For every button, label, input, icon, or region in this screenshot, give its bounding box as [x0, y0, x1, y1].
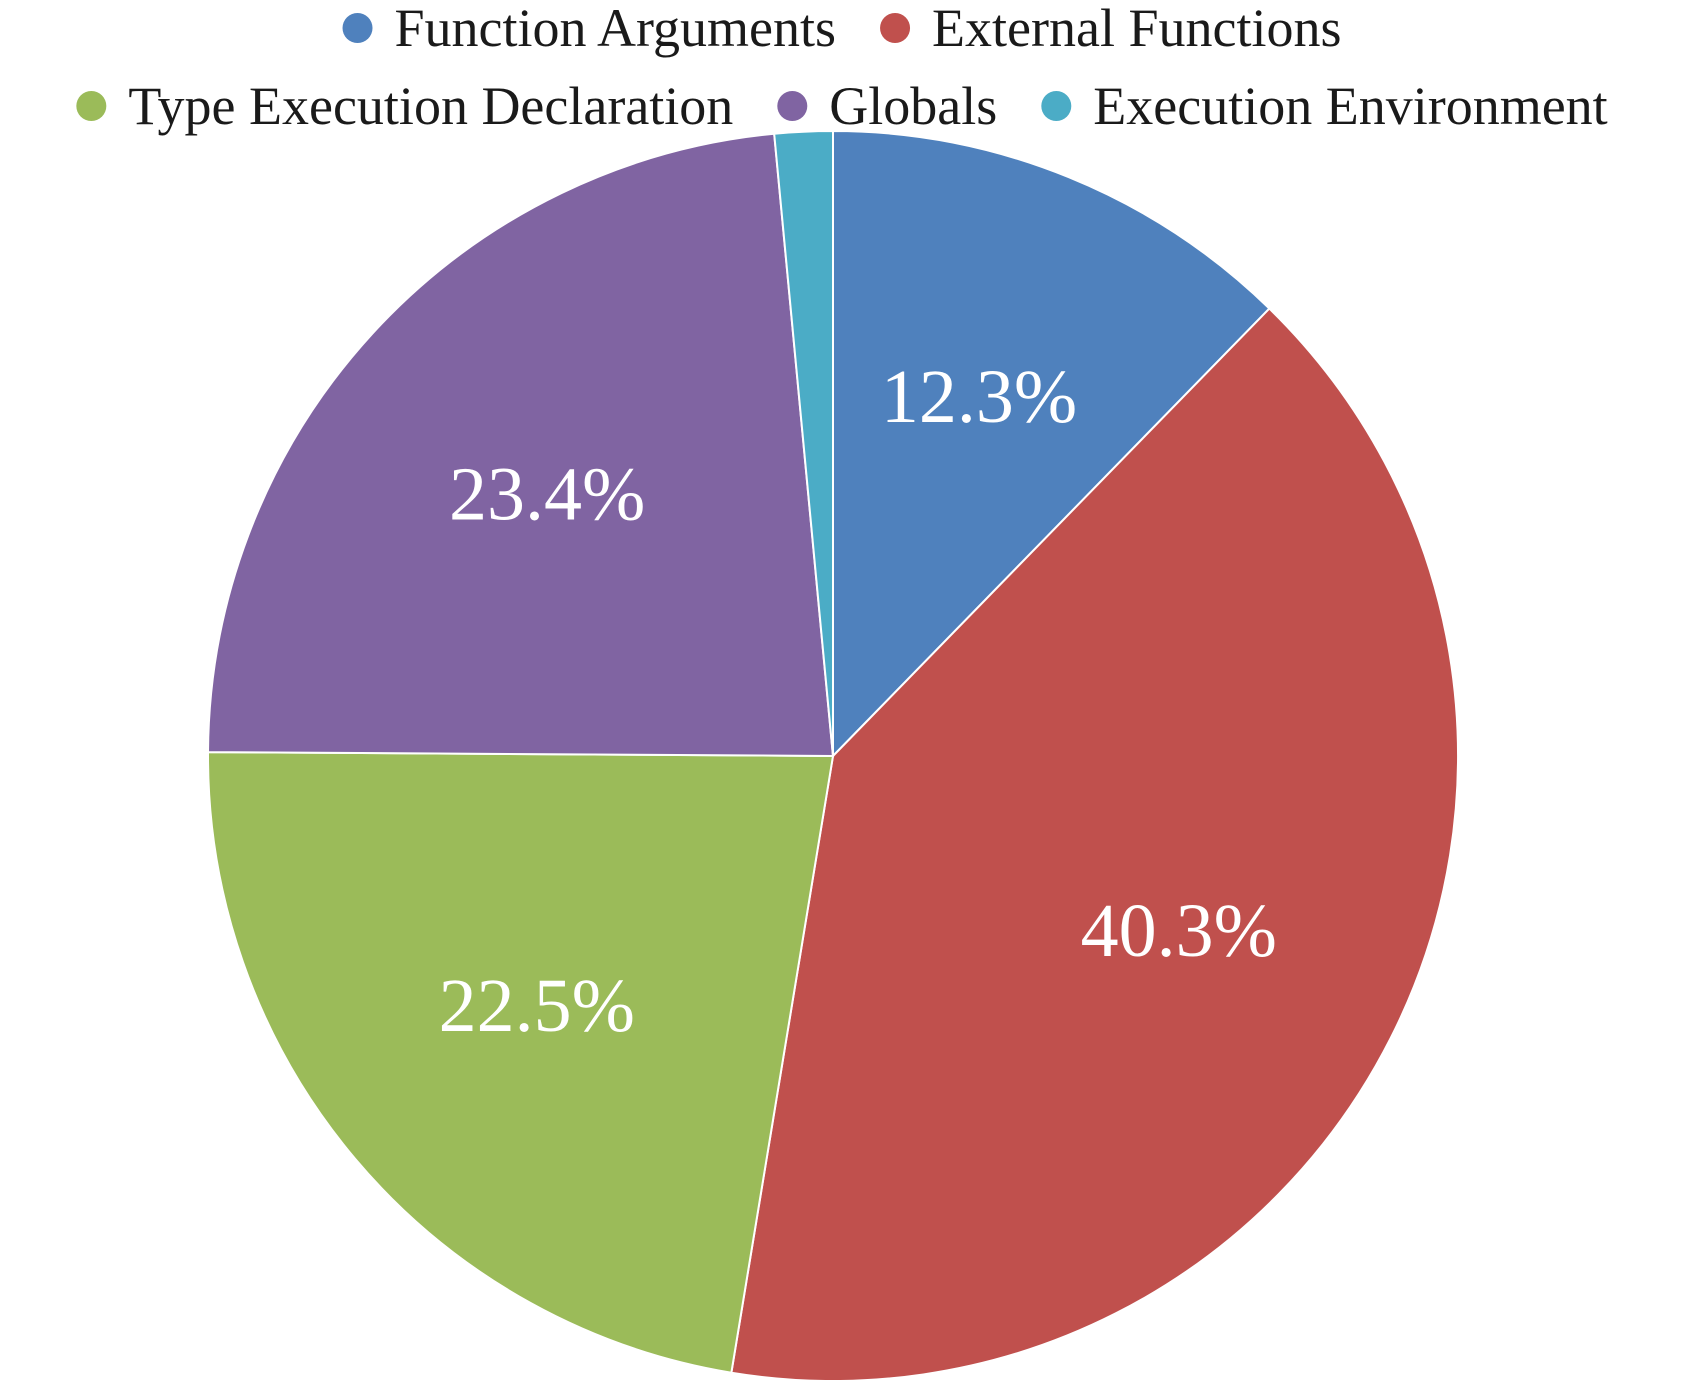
pie-slices: [207, 129, 1459, 1380]
legend: Function Arguments External Functions Type…: [76, 0, 1608, 136]
legend-marker-execution-environment: [1041, 91, 1072, 121]
pie-slice-external-functions: [730, 307, 1459, 1380]
pie-slice-function-arguments: [832, 129, 1271, 759]
legend-label-globals: Globals: [829, 76, 997, 136]
legend-item-globals: Globals: [777, 76, 997, 136]
legend-label-type-execution-declaration: Type Execution Declaration: [128, 76, 733, 136]
legend-item-function-arguments: Function Arguments: [342, 0, 837, 58]
pie-slice-globals: [207, 132, 835, 758]
legend-item-type-execution-declaration: Type Execution Declaration: [76, 76, 733, 136]
legend-marker-type-execution-declaration: [76, 91, 107, 121]
legend-marker-globals: [777, 91, 808, 121]
data-label-function-arguments: 12.3%: [881, 355, 1077, 439]
data-label-type-execution-declaration: 22.5%: [439, 964, 635, 1048]
data-label-globals: 23.4%: [449, 452, 645, 536]
slice-labels: 12.3% 40.3% 22.5% 23.4%: [439, 355, 1277, 1048]
data-label-external-functions: 40.3%: [1081, 889, 1277, 973]
legend-marker-external-functions: [880, 13, 911, 43]
legend-item-external-functions: External Functions: [880, 0, 1341, 58]
pie-slice-type-execution-declaration: [207, 751, 835, 1374]
legend-label-function-arguments: Function Arguments: [395, 0, 837, 58]
legend-label-execution-environment: Execution Environment: [1093, 76, 1607, 136]
legend-marker-function-arguments: [342, 13, 373, 43]
pie-slice-execution-environment: [773, 129, 834, 757]
legend-label-external-functions: External Functions: [932, 0, 1341, 58]
legend-item-execution-environment: Execution Environment: [1041, 76, 1608, 136]
